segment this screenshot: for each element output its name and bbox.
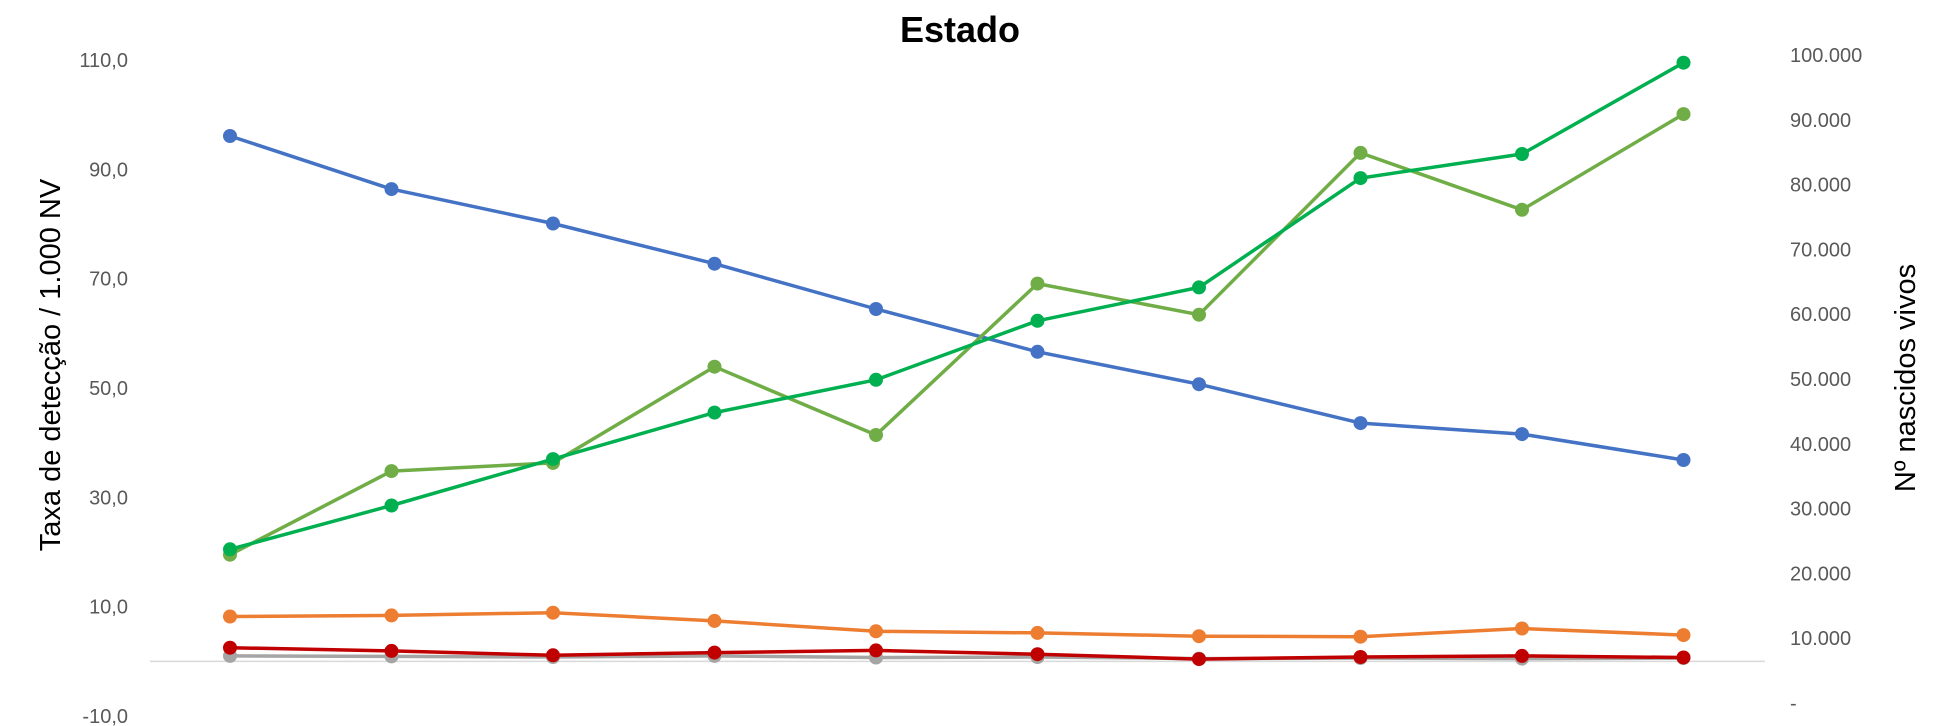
data-point [384, 643, 399, 658]
data-point [707, 645, 722, 660]
data-point [384, 498, 399, 513]
data-point [1030, 313, 1045, 328]
data-point [1030, 647, 1045, 662]
left-tick-label: 10,0 [89, 597, 128, 619]
data-point [546, 452, 560, 467]
data-point [869, 624, 883, 639]
data-point [1030, 344, 1045, 359]
data-point [1676, 55, 1691, 70]
left-tick-label: -10,0 [82, 706, 128, 726]
data-point [1353, 145, 1368, 160]
right-tick-label: - [1790, 693, 1797, 715]
data-point [1515, 648, 1529, 663]
data-point [1192, 307, 1206, 322]
series-line [228, 112, 1686, 557]
data-point [384, 464, 399, 479]
series-line [228, 134, 1686, 462]
left-tick-label: 50,0 [89, 378, 128, 400]
data-point [1676, 107, 1691, 122]
data-point [1353, 416, 1368, 431]
left-tick-label: 90,0 [89, 159, 128, 181]
data-point [1515, 427, 1529, 442]
axis-layer: -10,0 10,0 30,0 50,0 70,0 90,0 110,0 - 10.000 20.… [79, 45, 1862, 726]
chart-title: Estado [900, 9, 1020, 50]
data-point [707, 405, 722, 420]
data-point [1353, 629, 1368, 644]
data-point [869, 302, 883, 316]
right-tick-label: 60.000 [1790, 304, 1851, 326]
series-line [228, 610, 1686, 639]
right-tick-label: 50.000 [1790, 369, 1851, 391]
data-point [1515, 621, 1529, 636]
data-point [384, 182, 399, 197]
data-point [546, 648, 560, 663]
data-point [707, 256, 722, 271]
right-tick-label: 100.000 [1790, 45, 1862, 67]
right-tick-label: 40.000 [1790, 434, 1851, 456]
data-point [1192, 652, 1206, 667]
right-axis-title: Nº nascidos vivos [1890, 264, 1922, 492]
data-point [546, 605, 560, 620]
right-tick-label: 90.000 [1790, 110, 1851, 132]
right-tick-label: 80.000 [1790, 175, 1851, 197]
left-tick-label: 30,0 [89, 487, 128, 509]
left-tick-label: 70,0 [89, 269, 128, 291]
data-point [1192, 280, 1206, 295]
data-point [869, 428, 883, 442]
data-point [1030, 625, 1045, 640]
data-point [384, 608, 399, 623]
data-point [1353, 650, 1368, 664]
data-point [223, 609, 237, 624]
data-point [1353, 171, 1368, 186]
left-axis-title: Taxa de detecção / 1.000 NV [35, 178, 67, 551]
series-line [228, 60, 1686, 552]
data-point [223, 640, 237, 655]
right-tick-label: 20.000 [1790, 563, 1851, 585]
data-point [869, 372, 883, 387]
data-point [1030, 276, 1045, 291]
data-point [1676, 650, 1691, 665]
data-point [223, 129, 237, 143]
left-tick-label: 110,0 [79, 50, 128, 72]
series-layer [223, 55, 1691, 667]
data-point [1192, 377, 1206, 392]
right-tick-label: 30.000 [1790, 499, 1851, 521]
data-point [1515, 147, 1529, 161]
data-point [223, 542, 237, 557]
data-point [707, 359, 722, 374]
data-point [1192, 629, 1206, 644]
data-point [546, 216, 560, 231]
series-line [228, 654, 1686, 661]
series-line [228, 645, 1686, 661]
right-tick-label: 70.000 [1790, 239, 1851, 261]
right-tick-label: 10.000 [1790, 628, 1851, 650]
data-point [1515, 202, 1529, 217]
data-point [1676, 628, 1691, 643]
data-point [869, 643, 883, 658]
data-point [707, 613, 722, 628]
data-point [1676, 453, 1691, 467]
